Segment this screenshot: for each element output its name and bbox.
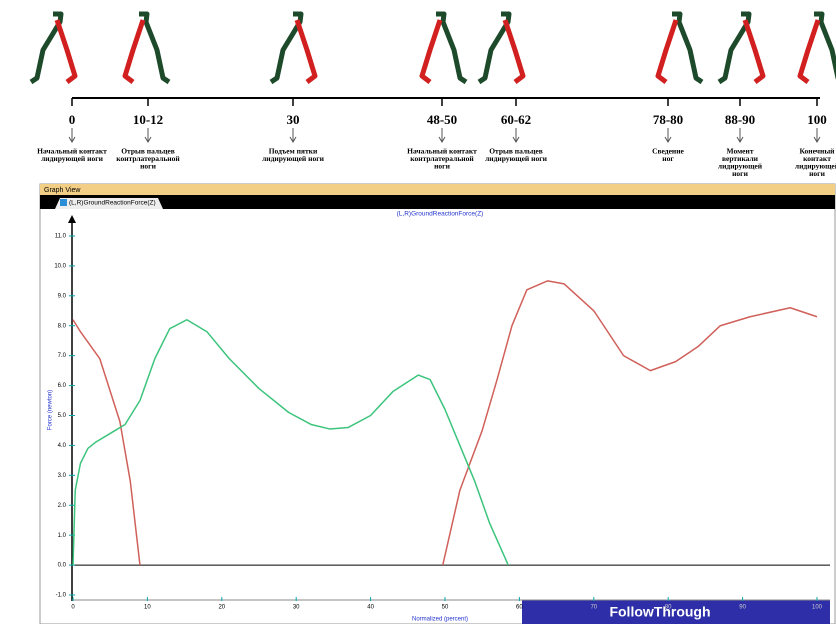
phase-percent: 10-12 <box>133 112 163 127</box>
phase-text: лидирующей ноги <box>41 154 104 163</box>
y-tick-label: 1.0 <box>58 533 67 539</box>
phase-text: ноги <box>732 169 748 178</box>
screen: Graph View (L,R)GroundReactionForce(Z) F… <box>0 0 836 624</box>
phase-text: ног <box>662 154 674 163</box>
graph-window <box>40 184 835 624</box>
y-tick-label: -1.0 <box>56 593 67 599</box>
y-tick-label: 5.0 <box>58 413 67 419</box>
tab-label[interactable]: (L,R)GroundReactionForce(Z) <box>69 200 156 207</box>
phase-percent: 88-90 <box>725 112 755 127</box>
leg-figure <box>297 20 315 82</box>
x-tick-label: 10 <box>144 605 151 611</box>
phase-percent: 60-62 <box>501 112 531 127</box>
leg-figure <box>422 20 440 82</box>
chart-title: (L,R)GroundReactionForce(Z) <box>397 211 484 218</box>
leg-figure <box>745 20 763 82</box>
page: Graph View (L,R)GroundReactionForce(Z) F… <box>0 0 836 624</box>
y-tick-label: 10.0 <box>54 263 66 269</box>
y-tick-label: 8.0 <box>58 323 67 329</box>
phase-percent: 0 <box>69 112 76 127</box>
y-tick-label: 2.0 <box>58 503 67 509</box>
y-axis-label: Force (newton) <box>48 390 54 430</box>
x-tick-label: 60 <box>516 605 523 611</box>
leg-figure <box>57 20 75 82</box>
tab-icon <box>60 199 67 206</box>
phase-percent: 30 <box>287 112 300 127</box>
y-tick-label: 11.0 <box>55 234 67 240</box>
x-tick-label: 20 <box>218 605 225 611</box>
title-bar <box>40 184 835 195</box>
x-tick-label: 90 <box>739 605 746 611</box>
phase-text: ноги <box>140 162 156 171</box>
phase-percent: 48-50 <box>427 112 457 127</box>
leg-figure <box>125 20 143 82</box>
y-tick-label: 7.0 <box>58 353 67 359</box>
y-tick-label: 0.0 <box>58 563 67 569</box>
x-tick-label: 40 <box>367 605 374 611</box>
leg-figure <box>658 20 676 82</box>
x-tick-label: 80 <box>665 605 672 611</box>
y-tick-label: 3.0 <box>58 473 67 479</box>
leg-figure <box>800 20 818 82</box>
y-tick-label: 9.0 <box>58 293 67 299</box>
window-title: Graph View <box>44 187 81 194</box>
phase-percent: 78-80 <box>653 112 683 127</box>
y-tick-label: 4.0 <box>58 443 67 449</box>
phase-text: лидирующей ноги <box>262 154 325 163</box>
x-tick-label: 70 <box>590 605 597 611</box>
phase-text: ноги <box>434 162 450 171</box>
x-tick-label: 100 <box>812 605 823 611</box>
phase-percent: 100 <box>807 112 827 127</box>
phase-text: лидирующей ноги <box>485 154 548 163</box>
leg-figure <box>505 20 523 82</box>
x-tick-label: 30 <box>293 605 300 611</box>
x-axis-label: Normalized (percent) <box>412 617 468 623</box>
y-tick-label: 6.0 <box>58 383 67 389</box>
region-label: FollowThrough <box>609 604 710 620</box>
phase-text: ноги <box>809 169 825 178</box>
x-tick-label: 50 <box>442 605 449 611</box>
